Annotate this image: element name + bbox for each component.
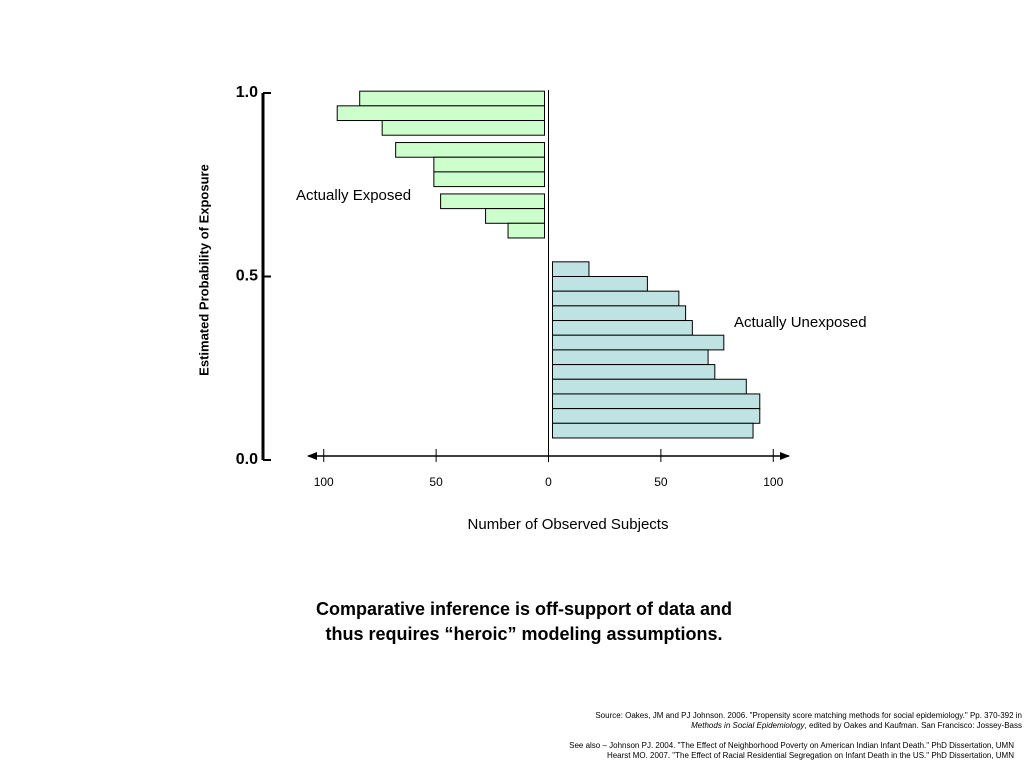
x-tick-label: 100 <box>314 475 334 489</box>
x-axis-label: Number of Observed Subjects <box>468 516 669 533</box>
x-tick-label: 100 <box>763 475 783 489</box>
bar <box>552 290 680 307</box>
bar <box>485 208 546 224</box>
bar <box>552 393 761 410</box>
bar <box>552 305 687 322</box>
bar <box>552 261 590 278</box>
x-tick-label: 50 <box>429 475 443 489</box>
bar <box>552 334 725 351</box>
source-italic: Methods in Social Epidemiology <box>691 721 805 730</box>
bar <box>336 105 546 122</box>
bar <box>440 193 545 210</box>
source-line: Source: Oakes, JM and PJ Johnson. 2006. … <box>595 711 1022 720</box>
bar <box>552 364 716 380</box>
bar <box>359 90 545 107</box>
series-label: Actually Unexposed <box>734 314 867 331</box>
bar <box>433 171 546 188</box>
y-tick-label: 1.0 <box>236 84 258 101</box>
y-tick-label: 0.5 <box>236 268 258 285</box>
bar <box>552 349 709 366</box>
bar <box>552 378 747 395</box>
bar <box>433 156 546 173</box>
source-line: Hearst MO. 2007. "The Effect of Racial R… <box>607 751 1014 760</box>
series-label: Actually Exposed <box>296 187 411 204</box>
caption-line: thus requires “heroic” modeling assumpti… <box>325 624 722 644</box>
y-tick-label: 0.0 <box>236 451 258 468</box>
x-tick-label: 0 <box>545 475 552 489</box>
bar <box>552 276 648 292</box>
bar <box>507 222 545 239</box>
bar <box>381 120 545 136</box>
bar <box>552 408 761 424</box>
source-line: See also – Johnson PJ. 2004. "The Effect… <box>569 741 1014 750</box>
bar <box>552 320 693 336</box>
caption-line: Comparative inference is off-support of … <box>316 599 732 619</box>
bar <box>552 422 754 439</box>
y-axis-label: Estimated Probability of Exposure <box>196 164 211 376</box>
x-tick-label: 50 <box>654 475 668 489</box>
source-line: Methods in Social Epidemiology, edited b… <box>691 721 1022 730</box>
bar <box>395 142 545 158</box>
source-text: , edited by Oakes and Kaufman. San Franc… <box>805 721 1022 730</box>
